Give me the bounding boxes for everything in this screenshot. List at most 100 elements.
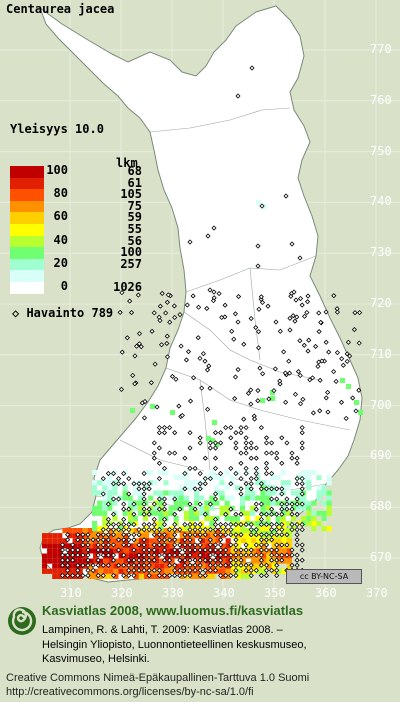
abundance-square <box>107 490 113 496</box>
observation-marker <box>197 572 203 579</box>
abundance-square <box>205 563 211 569</box>
observation-marker <box>228 562 234 568</box>
abundance-square <box>163 510 169 516</box>
observation-marker <box>222 314 228 320</box>
observation-marker <box>206 363 212 369</box>
abundance-square <box>224 505 230 511</box>
observation-marker <box>59 557 66 563</box>
observation-marker <box>297 372 303 379</box>
observation-marker <box>202 572 208 579</box>
abundance-square <box>158 490 164 496</box>
abundance-square <box>209 515 215 521</box>
abundance-square <box>220 543 226 549</box>
abundance-square <box>219 490 225 496</box>
abundance-square <box>42 568 48 574</box>
abundance-square <box>255 480 261 486</box>
abundance-square <box>103 553 109 559</box>
abundance-square <box>306 475 312 481</box>
observation-marker <box>182 470 188 477</box>
observation-marker <box>135 292 141 298</box>
observation-marker <box>182 552 188 558</box>
abundance-square <box>276 538 282 544</box>
observation-marker <box>185 349 192 355</box>
abundance-square <box>235 558 241 564</box>
abundance-square <box>158 470 164 476</box>
observation-marker <box>218 537 224 543</box>
observation-marker <box>132 353 138 359</box>
abundance-square <box>306 500 312 506</box>
abundance-square <box>215 528 221 534</box>
observation-marker <box>299 445 305 451</box>
abundance-square <box>194 475 200 481</box>
abundance-square <box>113 528 119 534</box>
abundance-square <box>240 548 246 554</box>
abundance-square <box>215 553 221 559</box>
observation-marker <box>344 351 350 357</box>
observation-marker <box>223 547 229 553</box>
license-url[interactable]: http://creativecommons.org/licenses/by-n… <box>6 686 254 698</box>
abundance-square <box>219 475 225 481</box>
observation-marker <box>274 532 280 538</box>
observation-marker <box>131 511 137 517</box>
abundance-square <box>98 543 104 549</box>
abundance-square <box>52 548 58 554</box>
observation-marker <box>131 521 137 528</box>
observation-marker <box>75 552 81 558</box>
abundance-square <box>296 490 302 496</box>
observation-marker <box>248 315 254 322</box>
observation-marker <box>105 562 111 568</box>
observation-marker <box>90 537 96 543</box>
observation-marker <box>291 289 297 295</box>
observation-marker <box>263 470 270 477</box>
observation-marker <box>259 203 265 209</box>
abundance-square <box>128 548 134 554</box>
abundance-square <box>62 538 68 544</box>
abundance-square <box>261 558 267 564</box>
abundance-square <box>164 533 170 539</box>
abundance-square <box>285 510 291 516</box>
license-badge[interactable]: cc BY-NC-SA <box>286 569 362 584</box>
abundance-square <box>57 533 63 539</box>
abundance-square <box>118 563 124 569</box>
abundance-square <box>281 533 287 539</box>
observation-marker <box>172 547 178 553</box>
observation-marker <box>95 557 101 563</box>
abundance-square <box>209 470 215 476</box>
abundance-square <box>219 505 225 511</box>
observation-marker <box>192 542 198 548</box>
observation-marker <box>65 572 71 579</box>
abundance-square <box>133 558 139 564</box>
observation-marker <box>248 486 254 492</box>
abundance-square <box>266 563 272 569</box>
observation-marker <box>110 532 117 538</box>
abundance-square <box>195 553 201 559</box>
observation-marker <box>182 567 188 573</box>
observation-marker <box>65 562 71 568</box>
footer-title[interactable]: Kasviatlas 2008, www.luomus.fi/kasviatla… <box>42 603 304 618</box>
observation-marker <box>266 396 272 402</box>
observation-marker <box>146 557 152 563</box>
observation-marker <box>269 450 275 456</box>
abundance-square <box>183 495 189 501</box>
abundance-square <box>108 553 114 559</box>
abundance-square <box>265 495 271 501</box>
observation-marker <box>212 430 219 436</box>
abundance-square <box>346 384 352 390</box>
abundance-square <box>224 495 230 501</box>
abundance-square <box>103 568 109 574</box>
abundance-square <box>164 568 170 574</box>
observation-marker <box>258 532 264 538</box>
abundance-square <box>113 543 119 549</box>
observation-marker <box>156 476 162 482</box>
observation-marker <box>231 336 237 342</box>
observation-marker <box>80 572 86 579</box>
observation-marker <box>233 552 239 558</box>
observation-marker <box>294 496 300 502</box>
observation-marker <box>273 319 279 325</box>
abundance-square <box>102 515 108 521</box>
observation-marker <box>243 562 249 568</box>
abundance-square <box>209 480 215 486</box>
abundance-square <box>128 563 134 569</box>
observation-marker <box>141 496 147 502</box>
abundance-square <box>87 533 93 539</box>
